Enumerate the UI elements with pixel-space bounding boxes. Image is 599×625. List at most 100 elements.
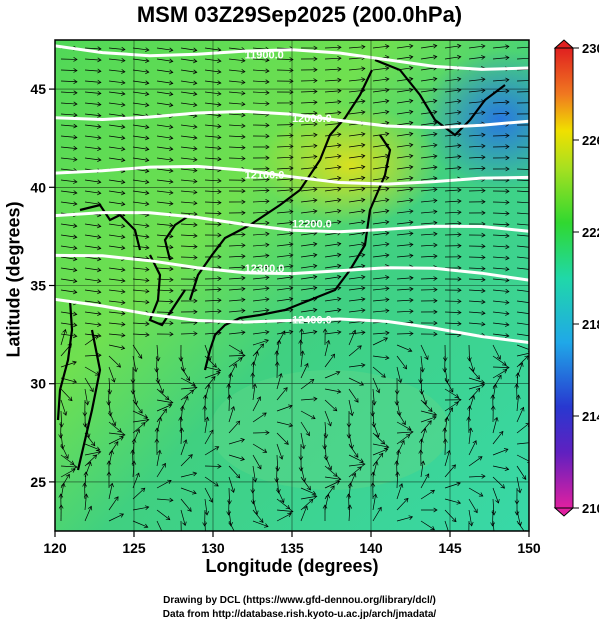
wind-arrowhead xyxy=(254,351,259,356)
wind-streamline xyxy=(180,179,197,182)
wind-streamline xyxy=(516,234,529,237)
wind-streamline xyxy=(516,168,529,170)
wind-arrowhead xyxy=(361,142,366,148)
wind-arrowhead xyxy=(323,456,329,461)
wind-streamline xyxy=(372,377,380,393)
wind-streamline xyxy=(492,498,495,515)
wind-arrowhead xyxy=(336,476,342,482)
wind-arrowhead xyxy=(385,297,390,303)
wind-streamline xyxy=(156,498,173,501)
wind-streamline xyxy=(468,440,477,456)
wind-arrowhead xyxy=(169,320,174,326)
wind-arrowhead xyxy=(452,517,457,523)
wind-streamline xyxy=(132,179,149,183)
wind-arrowhead xyxy=(457,397,462,403)
wind-arrowhead xyxy=(97,289,102,295)
wind-streamline xyxy=(468,300,485,303)
wind-arrowhead xyxy=(121,102,126,108)
wind-arrowhead xyxy=(313,187,318,192)
wind-streamline xyxy=(252,331,269,335)
wind-streamline xyxy=(108,267,125,271)
wind-arrowhead xyxy=(481,277,486,283)
wind-arrowhead xyxy=(530,179,534,183)
wind-streamline xyxy=(84,190,101,194)
wind-arrowhead xyxy=(308,498,314,504)
wind-streamline xyxy=(180,428,183,445)
wind-arrowhead xyxy=(168,80,174,86)
wind-arrowhead xyxy=(97,101,102,107)
wind-arrowhead xyxy=(140,487,146,493)
wind-arrowhead xyxy=(361,462,366,467)
wind-arrowhead xyxy=(144,168,150,174)
wind-streamline xyxy=(348,166,365,170)
wind-arrowhead xyxy=(274,350,280,355)
wind-streamline xyxy=(84,494,87,511)
wind-arrowhead xyxy=(265,188,270,193)
wind-arrowhead xyxy=(515,394,521,399)
wind-streamline xyxy=(132,91,149,95)
wind-arrowhead xyxy=(168,399,174,405)
wind-streamline xyxy=(84,157,101,161)
wind-arrowhead xyxy=(505,166,510,172)
wind-arrowhead xyxy=(250,372,256,377)
wind-arrowhead xyxy=(72,379,78,384)
wind-arrowhead xyxy=(82,423,88,428)
wind-arrowhead xyxy=(381,373,386,378)
wind-streamline xyxy=(420,67,437,71)
wind-streamline xyxy=(444,100,461,104)
wind-arrowhead xyxy=(92,454,98,459)
wind-streamline xyxy=(420,355,424,372)
wind-arrowhead xyxy=(192,490,197,495)
wind-arrowhead xyxy=(144,146,150,152)
wind-streamline xyxy=(156,450,161,467)
wind-streamline xyxy=(468,112,485,115)
wind-streamline xyxy=(228,299,245,302)
wind-arrowhead xyxy=(433,154,438,159)
wind-streamline xyxy=(420,490,435,500)
wind-arrowhead xyxy=(313,67,318,73)
wind-streamline xyxy=(300,156,317,159)
wind-streamline xyxy=(108,355,121,368)
wind-arrowhead xyxy=(169,277,174,283)
wind-arrowhead xyxy=(337,175,342,181)
wind-streamline xyxy=(228,454,245,460)
wind-streamline xyxy=(132,419,149,423)
height-contour-label: 12100.0 xyxy=(245,170,285,182)
wind-arrowhead xyxy=(384,197,390,203)
wind-streamline xyxy=(348,111,365,115)
wind-arrowhead xyxy=(313,56,318,62)
wind-arrowhead xyxy=(182,521,187,527)
wind-arrowhead xyxy=(97,322,102,328)
wind-streamline xyxy=(420,211,437,214)
wind-arrowhead xyxy=(361,330,366,335)
wind-streamline xyxy=(252,498,258,515)
wind-arrowhead xyxy=(361,285,366,291)
wind-streamline xyxy=(228,357,243,368)
wind-arrowhead xyxy=(97,124,102,129)
wind-arrowhead xyxy=(495,499,500,504)
wind-streamline xyxy=(300,112,317,115)
wind-arrowhead xyxy=(409,231,414,236)
wind-arrowhead xyxy=(347,504,353,509)
wind-arrowhead xyxy=(409,429,414,435)
wind-arrowhead xyxy=(280,498,285,504)
wind-streamline xyxy=(324,90,341,93)
wind-arrowhead xyxy=(154,427,160,432)
wind-arrowhead xyxy=(97,333,102,338)
wind-arrowhead xyxy=(408,153,414,159)
wind-arrowhead xyxy=(285,504,291,510)
wind-arrowhead xyxy=(408,87,414,93)
wind-arrowhead xyxy=(433,131,438,137)
wind-streamline xyxy=(420,416,437,423)
wind-arrowhead xyxy=(530,90,534,94)
wind-streamline xyxy=(396,434,411,445)
wind-streamline xyxy=(60,179,77,183)
wind-arrowhead xyxy=(145,288,150,294)
wind-streamline xyxy=(252,361,254,379)
wind-arrowhead xyxy=(265,297,270,302)
wind-streamline xyxy=(516,423,529,434)
wind-arrowhead xyxy=(72,267,78,273)
wind-arrowhead xyxy=(168,124,174,130)
wind-streamline xyxy=(348,466,362,478)
